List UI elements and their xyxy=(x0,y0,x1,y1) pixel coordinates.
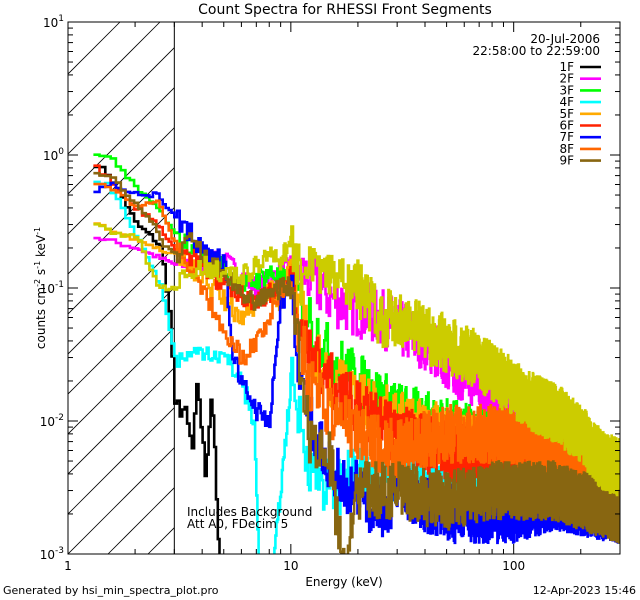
x-tick-label: 10 xyxy=(283,559,298,573)
hatch-line xyxy=(68,87,175,195)
series-line-9F-yellow xyxy=(93,223,620,497)
hatch-line xyxy=(68,367,175,475)
x-tick-label: 100 xyxy=(502,559,525,573)
hatch-line xyxy=(68,247,175,355)
series-line-9F xyxy=(93,171,620,554)
y-tick-label: 10-3 xyxy=(40,546,64,562)
series-line-1F xyxy=(93,165,221,554)
y-tick-label: 101 xyxy=(43,14,64,30)
legend-label: 7F xyxy=(559,130,574,144)
footer-generated-by: Generated by hsi_min_spectra_plot.pro xyxy=(3,584,219,597)
hatch-line xyxy=(68,407,175,515)
y-tick-label: 10-2 xyxy=(40,413,64,429)
y-axis-ticks: 10-3 10-2 10-1 100 101 xyxy=(40,14,620,562)
legend-label: 6F xyxy=(559,119,574,133)
legend-label: 4F xyxy=(559,95,574,109)
legend-label: 1F xyxy=(559,60,574,74)
series-group xyxy=(93,153,620,554)
legend-label: 5F xyxy=(559,107,574,121)
hatch-line xyxy=(68,47,175,155)
annotation-attenuator: Att A0, FDecim 5 xyxy=(187,517,288,531)
legend-label: 3F xyxy=(559,83,574,97)
hatch-line xyxy=(68,207,175,315)
legend-label: 9F xyxy=(559,154,574,168)
y-tick-label: 10-1 xyxy=(40,280,64,296)
x-axis-ticks: 1 10 100 xyxy=(64,22,621,573)
x-axis-label: Energy (keV) xyxy=(305,575,382,589)
annotation-background: Includes Background xyxy=(187,505,312,519)
y-axis-label: counts cm-2 s-1 keV-1 xyxy=(33,227,48,349)
date-label: 20-Jul-2006 xyxy=(530,32,600,46)
footer-timestamp: 12-Apr-2023 15:46 xyxy=(532,584,636,597)
hatch-line xyxy=(68,22,161,115)
x-tick-label: 1 xyxy=(64,559,72,573)
y-tick-label: 100 xyxy=(43,147,64,163)
chart-title: Count Spectra for RHESSI Front Segments xyxy=(198,2,492,18)
hatch-line xyxy=(68,447,175,554)
legend-label: 8F xyxy=(559,142,574,156)
time-range-label: 22:58:00 to 22:59:00 xyxy=(473,44,600,58)
legend-label: 2F xyxy=(559,72,574,86)
